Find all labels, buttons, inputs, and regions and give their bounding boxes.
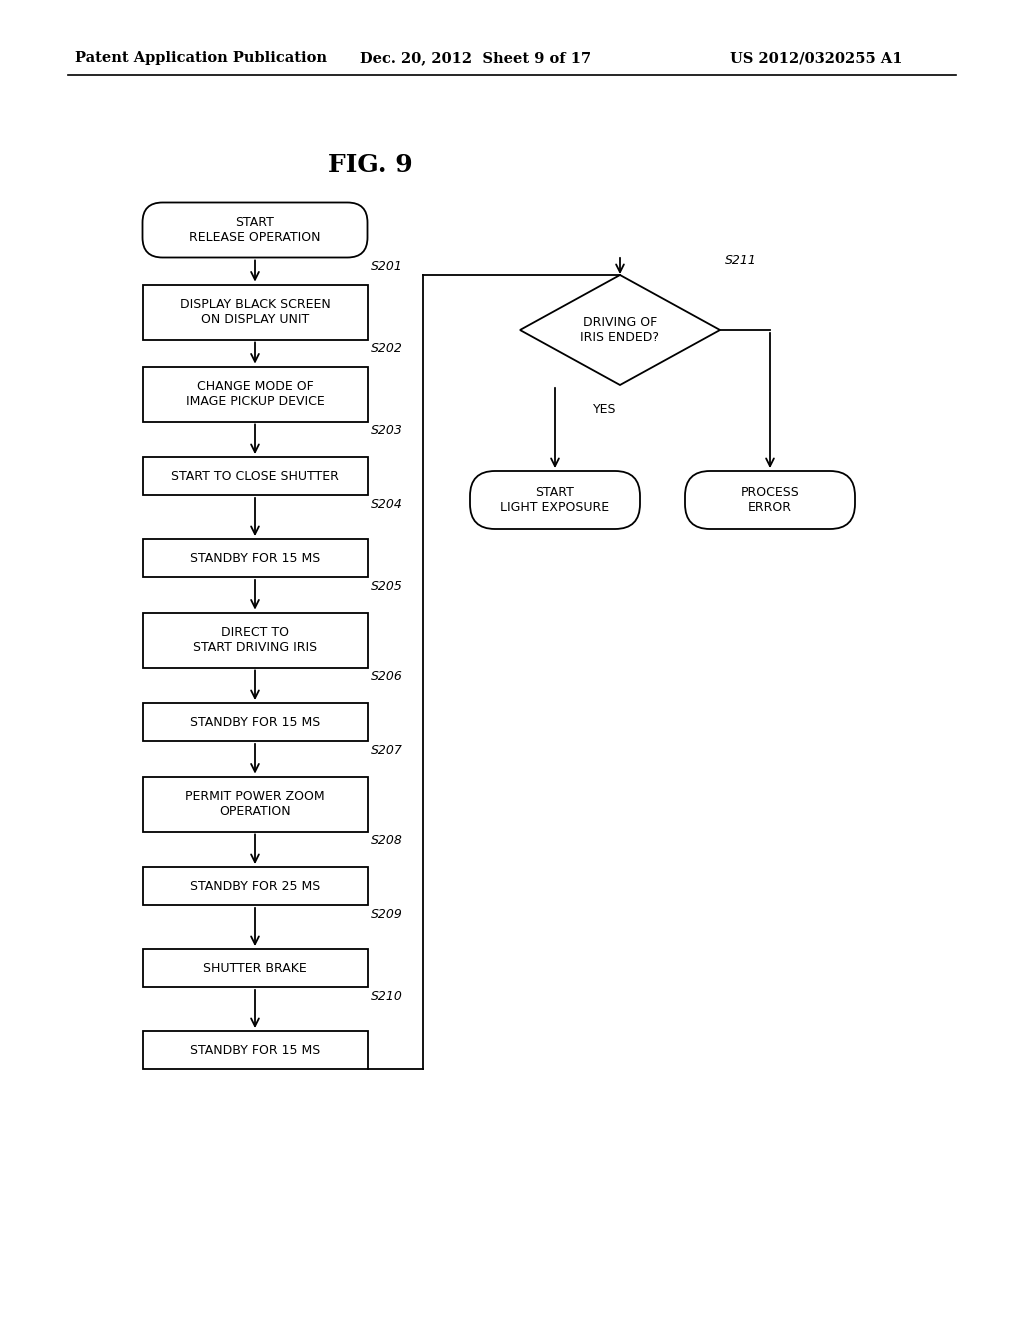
Text: S208: S208: [371, 834, 402, 847]
Text: DISPLAY BLACK SCREEN
ON DISPLAY UNIT: DISPLAY BLACK SCREEN ON DISPLAY UNIT: [179, 298, 331, 326]
Bar: [142, 704, 368, 741]
Text: STANDBY FOR 15 MS: STANDBY FOR 15 MS: [189, 715, 321, 729]
Text: S202: S202: [371, 342, 402, 355]
Text: Dec. 20, 2012  Sheet 9 of 17: Dec. 20, 2012 Sheet 9 of 17: [360, 51, 591, 65]
Bar: [142, 776, 368, 832]
Text: US 2012/0320255 A1: US 2012/0320255 A1: [730, 51, 902, 65]
Text: Patent Application Publication: Patent Application Publication: [75, 51, 327, 65]
Text: CHANGE MODE OF
IMAGE PICKUP DEVICE: CHANGE MODE OF IMAGE PICKUP DEVICE: [185, 380, 325, 408]
FancyBboxPatch shape: [470, 471, 640, 529]
Text: PERMIT POWER ZOOM
OPERATION: PERMIT POWER ZOOM OPERATION: [185, 789, 325, 818]
Text: S210: S210: [371, 990, 402, 1003]
Bar: [142, 612, 368, 668]
Polygon shape: [520, 275, 720, 385]
Text: S207: S207: [371, 744, 402, 756]
Text: S205: S205: [371, 579, 402, 593]
Text: START
RELEASE OPERATION: START RELEASE OPERATION: [189, 216, 321, 244]
Text: S209: S209: [371, 908, 402, 921]
Bar: [142, 867, 368, 906]
Bar: [142, 457, 368, 495]
Bar: [142, 367, 368, 421]
Text: DIRECT TO
START DRIVING IRIS: DIRECT TO START DRIVING IRIS: [193, 626, 317, 653]
Text: STANDBY FOR 15 MS: STANDBY FOR 15 MS: [189, 552, 321, 565]
Text: S203: S203: [371, 425, 402, 437]
Text: S211: S211: [725, 253, 757, 267]
Text: YES: YES: [593, 403, 616, 416]
Text: SHUTTER BRAKE: SHUTTER BRAKE: [203, 961, 307, 974]
Text: FIG. 9: FIG. 9: [328, 153, 413, 177]
Text: STANDBY FOR 15 MS: STANDBY FOR 15 MS: [189, 1044, 321, 1056]
Text: S206: S206: [371, 671, 402, 684]
Text: STANDBY FOR 25 MS: STANDBY FOR 25 MS: [189, 879, 321, 892]
FancyBboxPatch shape: [685, 471, 855, 529]
Text: START TO CLOSE SHUTTER: START TO CLOSE SHUTTER: [171, 470, 339, 483]
Text: DRIVING OF
IRIS ENDED?: DRIVING OF IRIS ENDED?: [581, 315, 659, 345]
FancyBboxPatch shape: [142, 202, 368, 257]
Bar: [142, 1031, 368, 1069]
Text: START
LIGHT EXPOSURE: START LIGHT EXPOSURE: [501, 486, 609, 513]
Text: PROCESS
ERROR: PROCESS ERROR: [740, 486, 800, 513]
Text: S201: S201: [371, 260, 402, 273]
Bar: [142, 539, 368, 577]
Bar: [142, 285, 368, 339]
Bar: [142, 949, 368, 987]
Text: S204: S204: [371, 498, 402, 511]
